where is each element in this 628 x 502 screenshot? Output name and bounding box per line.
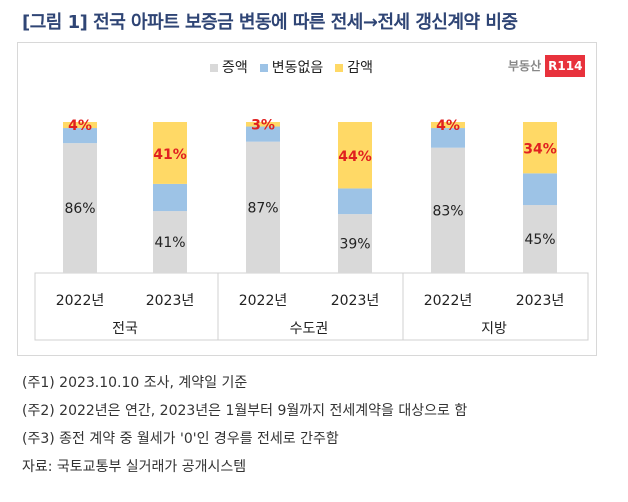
x-tick-label: 2023년	[146, 293, 195, 309]
logo-badge: R114	[545, 55, 586, 77]
data-label: 41%	[153, 147, 187, 163]
legend-label: 증액	[222, 60, 248, 76]
bar-감액-5	[523, 122, 557, 174]
group-label: 지방	[481, 321, 507, 337]
data-label: 44%	[338, 149, 372, 165]
data-label: 4%	[68, 118, 92, 134]
x-tick-label: 2023년	[516, 293, 565, 309]
data-label: 45%	[524, 232, 555, 248]
legend: 증액 변동없음 감액	[210, 57, 373, 77]
bar-증액-5	[523, 205, 557, 273]
group-label: 전국	[112, 321, 138, 337]
bar-감액-0	[63, 122, 97, 129]
axis-box	[34, 272, 589, 341]
bar-변동없음-3	[338, 188, 372, 215]
chart-title: [그림 1] 전국 아파트 보증금 변동에 따른 전세→전세 갱신계약 비중	[22, 12, 518, 33]
legend-item-increase: 증액	[210, 57, 248, 77]
data-label: 83%	[432, 203, 463, 219]
note-3: (주3) 종전 계약 중 월세가 '0'인 경우를 전세로 간주함	[22, 431, 339, 447]
data-label: 34%	[523, 142, 557, 158]
bar-변동없음-2	[246, 126, 280, 142]
bar-증액-0	[63, 143, 97, 273]
legend-label: 감액	[347, 60, 374, 76]
data-label: 39%	[339, 237, 370, 253]
bar-변동없음-4	[431, 128, 465, 148]
data-label: 4%	[436, 118, 460, 134]
data-label: 87%	[247, 200, 278, 216]
note-2: (주2) 2022년은 연간, 2023년은 1월부터 9월까지 전세계약을 대…	[22, 403, 468, 419]
note-1: (주1) 2023.10.10 조사, 계약일 기준	[22, 375, 248, 391]
legend-label: 변동없음	[271, 60, 324, 76]
data-label: 3%	[251, 117, 275, 133]
x-tick-label: 2022년	[56, 293, 105, 309]
chart-frame	[17, 42, 597, 356]
bar-변동없음-0	[63, 128, 97, 144]
group-label: 수도권	[290, 321, 329, 337]
bar-증액-2	[246, 141, 280, 273]
bar-변동없음-5	[523, 173, 557, 206]
legend-item-nochange: 변동없음	[259, 57, 324, 77]
x-tick-label: 2022년	[424, 293, 473, 309]
legend-item-decrease: 감액	[335, 57, 373, 77]
bar-증액-1	[153, 211, 187, 273]
bar-감액-3	[338, 122, 372, 189]
data-label: 41%	[154, 235, 185, 251]
bar-감액-1	[153, 122, 187, 184]
brand-logo: 부동산 R114	[508, 55, 586, 77]
bar-변동없음-1	[153, 183, 187, 212]
bar-감액-4	[431, 122, 465, 129]
x-tick-label: 2023년	[331, 293, 380, 309]
bar-감액-2	[246, 122, 280, 127]
data-label: 86%	[64, 201, 95, 217]
bar-증액-4	[431, 147, 465, 273]
note-source: 자료: 국토교통부 실거래가 공개시스템	[22, 459, 247, 475]
x-tick-label: 2022년	[239, 293, 288, 309]
logo-text: 부동산	[508, 59, 542, 73]
bar-증액-3	[338, 214, 372, 273]
